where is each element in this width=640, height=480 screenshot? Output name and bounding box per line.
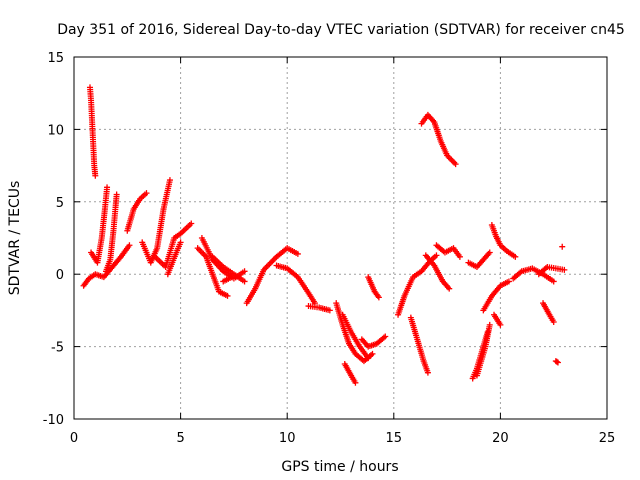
data-point [424, 369, 431, 376]
data-point [126, 242, 133, 249]
data-point [446, 155, 453, 162]
y-tick-label: -10 [43, 413, 64, 428]
data-point [559, 243, 566, 250]
grid [74, 57, 607, 419]
data-point [267, 259, 274, 266]
x-tick-label: 0 [70, 431, 78, 446]
data-point [550, 318, 557, 325]
data-point [486, 321, 493, 328]
data-point [352, 379, 359, 386]
data-point [456, 253, 463, 260]
data-point [266, 261, 273, 268]
data-point [369, 350, 376, 357]
y-tick-label: 0 [56, 268, 64, 283]
data-point [194, 245, 201, 252]
data-point [449, 158, 456, 165]
data-point [382, 333, 389, 340]
x-tick-label: 10 [279, 431, 296, 446]
data-point [104, 184, 111, 191]
data-point [177, 239, 184, 246]
data-point [451, 159, 458, 166]
data-point [497, 321, 504, 328]
data-point [270, 256, 277, 263]
data-point [265, 262, 272, 269]
data-point [228, 274, 235, 281]
data-point [512, 253, 519, 260]
data-point [550, 278, 557, 285]
y-tick-label: -5 [51, 341, 64, 356]
data-point [486, 249, 493, 256]
data-point [452, 161, 459, 168]
y-tick-label: 10 [47, 123, 64, 138]
data-point [263, 263, 270, 270]
data-point [241, 278, 248, 285]
y-tick-label: 15 [47, 51, 64, 66]
data-point [554, 359, 561, 366]
x-tick-label: 5 [176, 431, 184, 446]
plot-frame [73, 56, 608, 420]
data-point [196, 246, 203, 253]
data-point [113, 191, 120, 198]
x-axis-title: GPS time / hours [281, 459, 398, 475]
data-point [197, 248, 204, 255]
data-point [553, 358, 560, 365]
x-tick-label: 25 [599, 431, 616, 446]
data-point [92, 172, 99, 179]
data-point [433, 252, 440, 259]
y-tick-label: 5 [56, 196, 64, 211]
data-point [143, 190, 150, 197]
y-axis-title: SDTVAR / TECUs [7, 181, 23, 296]
data-point [269, 258, 276, 265]
data-point [446, 285, 453, 292]
x-tick-label: 15 [386, 431, 403, 446]
data-point [224, 292, 231, 299]
data-point [166, 177, 173, 184]
data-point [294, 250, 301, 257]
data-point [241, 268, 248, 275]
data-point [505, 278, 512, 285]
data-point [198, 249, 205, 256]
data-point [326, 307, 333, 314]
data-point [561, 266, 568, 273]
chart-title: Day 351 of 2016, Sidereal Day-to-day VTE… [57, 22, 625, 38]
data-point [200, 250, 207, 257]
data-point [188, 220, 195, 227]
data-point [365, 355, 372, 362]
x-tick-label: 20 [492, 431, 509, 446]
data-point [448, 156, 455, 163]
data-point [375, 294, 382, 301]
data-points [80, 84, 568, 386]
